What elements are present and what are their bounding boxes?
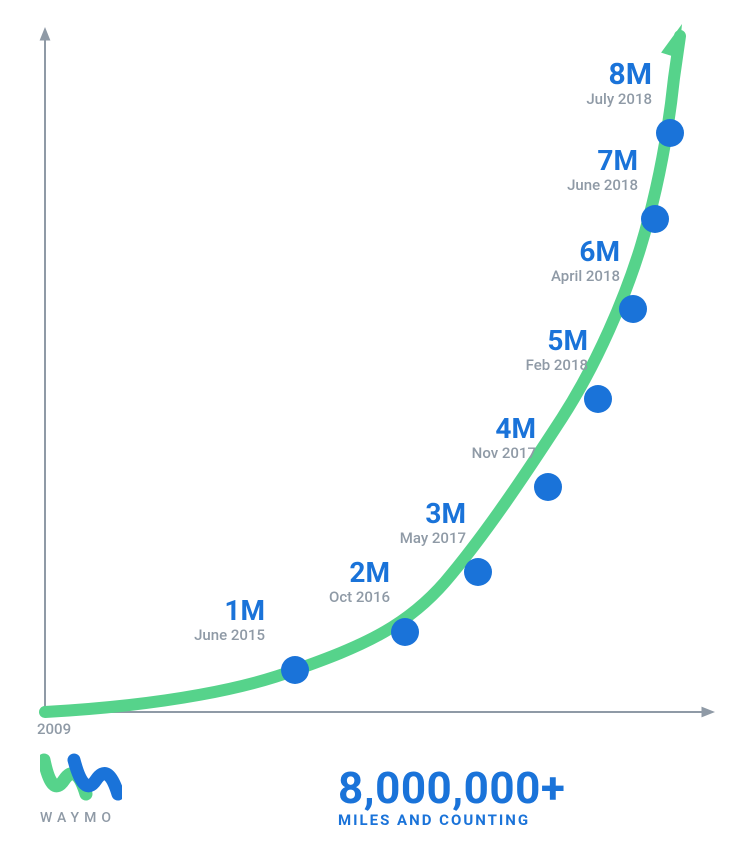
milestone-value: 5M: [488, 326, 588, 357]
milestone-date: May 2017: [366, 530, 466, 547]
milestone-date: April 2018: [520, 268, 620, 285]
milestone-date: Oct 2016: [290, 589, 390, 606]
mileage-curve-chart: [0, 0, 731, 856]
waymo-logo-icon: [40, 750, 122, 804]
footer-headline: 8,000,000+: [338, 765, 565, 811]
milestone-value: 7M: [538, 146, 638, 177]
milestone-label-8: 8MJuly 2018: [552, 58, 652, 108]
milestone-date: Feb 2018: [488, 357, 588, 374]
milestone-label-7: 7MJune 2018: [538, 146, 638, 193]
milestone-label-4: 4MNov 2017: [436, 414, 536, 461]
chart-canvas: 2009 1MJune 2015 2MOct 2016 3MMay 2017 4MNo…: [0, 0, 731, 856]
milestone-value: 4M: [436, 414, 536, 445]
footer-stats: 8,000,000+ MILES AND COUNTING: [338, 765, 565, 829]
milestone-value: 2M: [290, 558, 390, 589]
milestone-label-6: 6MApril 2018: [520, 237, 620, 284]
footer-tagline: MILES AND COUNTING: [338, 813, 565, 829]
milestone-value: 1M: [165, 596, 265, 627]
milestone-value: 8M: [552, 58, 652, 91]
milestone-date: Nov 2017: [436, 445, 536, 462]
milestone-label-2: 2MOct 2016: [290, 558, 390, 605]
milestone-date: July 2018: [552, 91, 652, 108]
milestone-label-1: 1MJune 2015: [165, 596, 265, 643]
x-axis-origin-label: 2009: [37, 720, 71, 738]
milestone-label-5: 5MFeb 2018: [488, 326, 588, 373]
milestone-date: June 2015: [165, 627, 265, 644]
milestone-value: 6M: [520, 237, 620, 268]
milestone-label-3: 3MMay 2017: [366, 499, 466, 546]
milestone-date: June 2018: [538, 177, 638, 194]
milestone-value: 3M: [366, 499, 466, 530]
waymo-logo-text: WAYMO: [40, 810, 116, 826]
